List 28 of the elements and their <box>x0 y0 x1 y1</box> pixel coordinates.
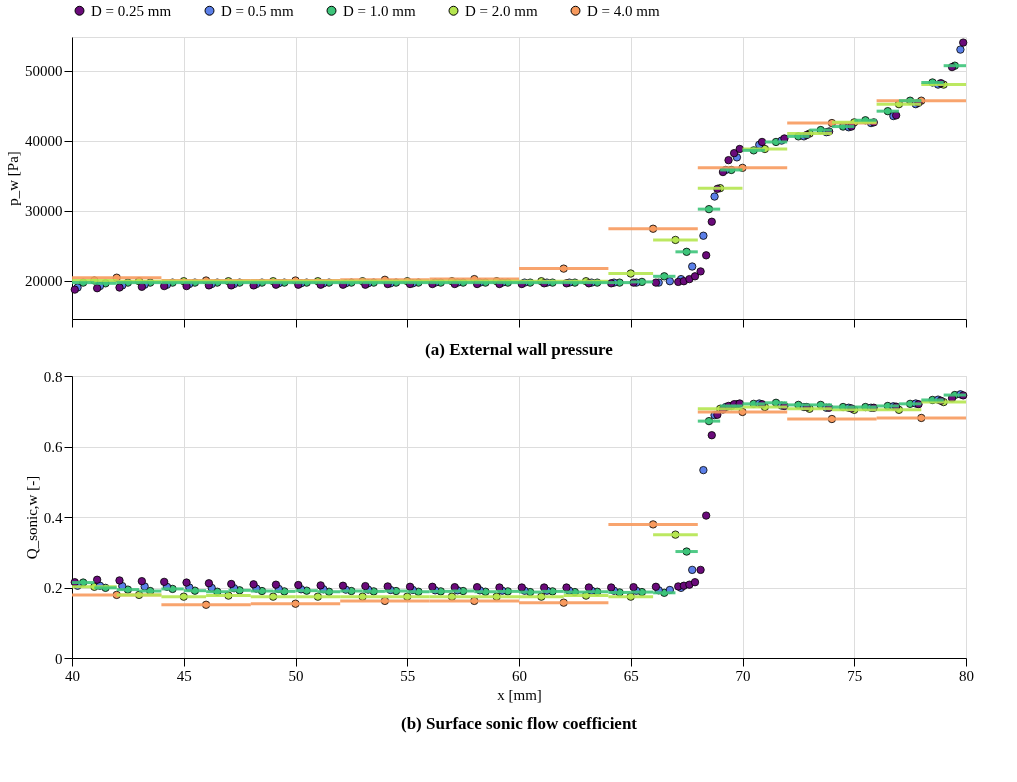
y-tick-label: 30000 <box>25 203 63 220</box>
x-tick-label: 40 <box>65 667 80 684</box>
legend-label: D = 0.5 mm <box>221 2 294 19</box>
y-tick-label: 0.2 <box>43 580 63 596</box>
x-tick-label: 65 <box>623 667 639 684</box>
text: (a) External wall pressure <box>425 339 614 359</box>
y-tick-label: 0.6 <box>43 439 63 455</box>
x-tick-label: 45 <box>176 667 192 684</box>
legend-label: D = 0.25 mm <box>91 2 172 19</box>
y-tick-label: 0.8 <box>43 368 63 385</box>
legend-label: D = 4.0 mm <box>587 2 660 19</box>
x-tick-label: 60 <box>512 667 527 684</box>
y-axis-title: p_w [Pa] <box>5 151 21 206</box>
text: (b) Surface sonic flow coefficient <box>400 714 638 733</box>
x-tick-label: 70 <box>735 667 751 684</box>
legend-label: D = 2.0 mm <box>465 2 538 19</box>
x-tick-label: 55 <box>400 667 416 684</box>
y-tick-label: 50000 <box>25 63 63 80</box>
y-tick-label: 0.4 <box>43 509 63 526</box>
legend-label: D = 1.0 mm <box>343 2 416 19</box>
y-tick-label: 40000 <box>25 133 63 150</box>
y-tick-label: 20000 <box>25 273 63 290</box>
x-axis-title: x [mm] <box>497 686 542 703</box>
y-tick-label: 0 <box>55 650 63 667</box>
x-tick-label: 75 <box>847 667 863 684</box>
y-axis-title: Q_sonic,w [-] <box>23 475 40 560</box>
x-tick-label: 80 <box>959 667 974 684</box>
x-tick-label: 50 <box>288 667 304 684</box>
